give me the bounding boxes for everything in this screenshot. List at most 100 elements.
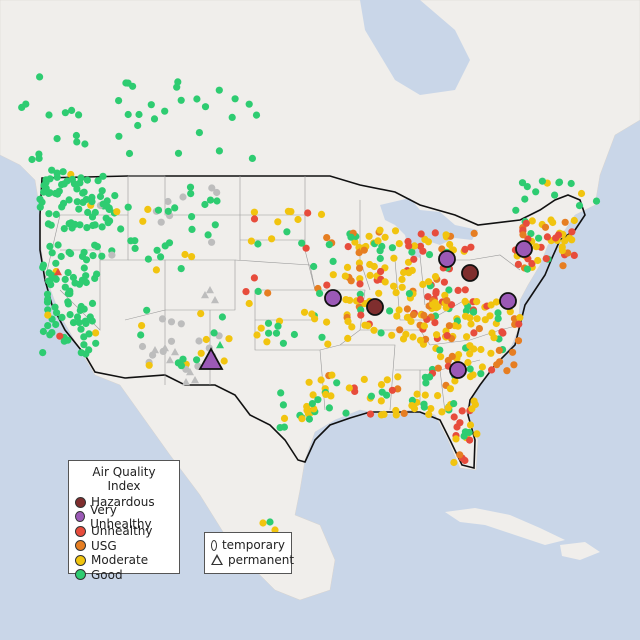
station-dot (129, 82, 137, 90)
station-dot (333, 379, 341, 387)
station-dot (407, 317, 415, 325)
station-dot (390, 282, 398, 290)
station-dot (342, 409, 350, 417)
station-dot (135, 110, 143, 119)
station-dot (195, 337, 203, 345)
station-dot (477, 370, 485, 378)
station-dot (360, 375, 368, 383)
station-dot (552, 234, 560, 242)
station-dot (48, 249, 56, 257)
station-dot (388, 244, 396, 252)
station-dot (309, 391, 317, 399)
station-dot (279, 339, 287, 347)
station-dot (220, 357, 228, 365)
station-dot (300, 308, 309, 316)
station-dot (83, 176, 91, 184)
station-dot (404, 258, 413, 266)
circle-outline-icon (211, 539, 217, 551)
station-dot (450, 400, 458, 408)
station-dot (65, 220, 73, 228)
station-dot (464, 358, 472, 367)
station-dot (390, 254, 398, 262)
station-dot (366, 410, 375, 418)
station-dot (61, 275, 69, 283)
station-dot (311, 315, 319, 323)
station-dot (215, 147, 223, 155)
station-dot (76, 306, 84, 314)
station-dot (51, 303, 59, 311)
station-dot (58, 181, 66, 189)
station-dot (431, 273, 440, 281)
station-dot (380, 410, 388, 418)
station-dot (77, 325, 85, 333)
station-dot (344, 317, 352, 325)
station-triangle (206, 286, 214, 294)
station-dot (137, 331, 145, 339)
station-dot (421, 391, 429, 399)
station-dot (115, 97, 123, 105)
station-dot (272, 329, 281, 337)
station-dot (377, 267, 385, 276)
station-dot (177, 320, 185, 328)
station-dot (466, 314, 474, 322)
station-dot (408, 396, 416, 404)
station-dot (561, 237, 569, 245)
station-dot (45, 210, 53, 218)
legend-swatch-icon (75, 496, 86, 508)
station-dot (388, 386, 396, 394)
station-dot (461, 286, 469, 294)
station-dot (518, 179, 527, 187)
station-dot (323, 318, 331, 326)
station-dot (68, 106, 76, 114)
station-dot (64, 269, 72, 277)
station-dot (54, 241, 62, 249)
station-dot (487, 349, 495, 357)
station-triangle (211, 296, 219, 304)
station-dot (99, 200, 107, 208)
station-dot (153, 246, 161, 254)
station-dot (253, 331, 261, 339)
station-dot (470, 229, 478, 237)
station-dot (532, 243, 540, 251)
event-marker (461, 264, 479, 282)
station-dot (344, 334, 352, 342)
station-markers (18, 73, 601, 534)
station-dot (248, 154, 256, 162)
station-triangle (54, 268, 62, 276)
station-dot (257, 324, 265, 332)
station-dot (392, 289, 400, 297)
station-dot (521, 195, 529, 203)
station-dot (91, 208, 99, 217)
station-dot (73, 313, 82, 321)
station-dot (496, 358, 504, 366)
station-dot (395, 240, 403, 248)
station-dot (329, 271, 337, 279)
station-dot (431, 299, 439, 307)
event-marker (449, 361, 467, 379)
station-dot (348, 323, 356, 331)
station-dot (80, 333, 88, 341)
station-dot (93, 270, 101, 278)
station-dot (157, 218, 165, 226)
station-dot (452, 435, 460, 443)
station-dot (323, 281, 331, 289)
station-dot (283, 228, 291, 236)
station-dot (519, 231, 527, 239)
station-dot (154, 206, 163, 214)
station-dot (68, 175, 76, 183)
station-dot (420, 311, 428, 319)
station-dot (85, 346, 93, 354)
station-dot (88, 198, 96, 206)
station-dot (177, 362, 185, 370)
station-dot (425, 251, 434, 259)
station-dot (264, 319, 273, 327)
station-dot (84, 208, 92, 216)
station-dot (80, 188, 88, 196)
station-dot (567, 179, 575, 188)
station-dot (451, 377, 459, 385)
station-dot (215, 86, 223, 94)
legend-type: temporary permanent (204, 532, 294, 574)
station-dot (47, 221, 55, 229)
station-dot (98, 187, 106, 195)
station-dot (378, 388, 386, 396)
